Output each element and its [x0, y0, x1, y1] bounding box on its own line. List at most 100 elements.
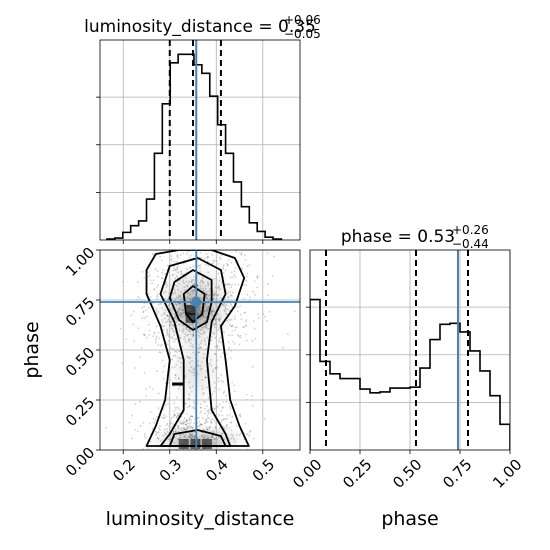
sample-point	[219, 258, 222, 261]
sample-point	[157, 344, 160, 346]
sample-point	[162, 416, 165, 419]
sample-point	[139, 400, 141, 403]
sample-point	[207, 412, 210, 415]
sample-point	[207, 417, 210, 419]
sample-point	[145, 309, 148, 312]
sample-point	[210, 412, 213, 415]
sample-point	[172, 415, 175, 418]
density-blob	[167, 330, 224, 410]
sample-point	[248, 434, 251, 437]
sample-point	[186, 419, 189, 422]
sample-point	[230, 261, 233, 264]
sample-point	[266, 320, 268, 322]
sample-point	[246, 265, 249, 268]
sample-point	[240, 253, 243, 256]
sample-point	[245, 339, 248, 342]
title-ld-minus: −0.05	[284, 27, 321, 41]
sample-point	[271, 275, 274, 277]
sample-point	[134, 367, 136, 369]
sample-point	[239, 336, 242, 339]
sample-point	[244, 422, 247, 425]
sample-point	[235, 424, 238, 427]
sample-point	[230, 421, 233, 424]
sample-point	[219, 341, 222, 344]
sample-point	[228, 346, 231, 349]
truth-point	[191, 297, 202, 307]
sample-point	[213, 407, 216, 410]
y-tick-label-phase: 0.50	[62, 344, 98, 380]
sample-point	[213, 259, 216, 262]
sample-point	[229, 357, 232, 360]
sample-point	[207, 256, 209, 258]
sample-point	[243, 297, 246, 300]
sample-point	[155, 339, 157, 342]
sample-point	[273, 255, 275, 258]
sample-point	[244, 324, 247, 327]
sample-point	[157, 407, 160, 410]
sample-point	[131, 437, 134, 440]
sample-point	[158, 351, 161, 354]
sample-point	[176, 406, 179, 409]
sample-point	[245, 320, 247, 323]
sample-point	[236, 334, 239, 337]
sample-point	[155, 335, 158, 338]
sample-point	[151, 388, 154, 390]
sample-point	[174, 406, 177, 409]
sample-point	[165, 424, 168, 426]
sample-point	[138, 297, 141, 300]
sample-point	[205, 253, 208, 255]
sample-point	[141, 306, 144, 309]
sample-point	[175, 417, 178, 419]
sample-point	[245, 393, 248, 396]
sample-point	[254, 294, 257, 296]
sample-point	[185, 420, 188, 423]
sample-point	[161, 416, 164, 419]
x-tick-label-phase: 1.00	[489, 456, 525, 492]
sample-point	[252, 290, 255, 293]
sample-point	[154, 419, 157, 422]
sample-point	[225, 417, 228, 420]
sample-point	[148, 275, 150, 278]
sample-point	[200, 410, 202, 413]
sample-point	[179, 253, 182, 256]
sample-point	[146, 447, 149, 449]
sample-point	[175, 415, 178, 418]
sample-point	[153, 332, 156, 335]
sample-point	[225, 417, 227, 420]
sample-point	[206, 415, 209, 417]
sample-point	[256, 276, 259, 278]
sample-point	[153, 288, 156, 291]
sample-point	[237, 259, 240, 262]
sample-point	[235, 267, 237, 269]
sample-point	[142, 447, 145, 450]
sample-point	[137, 295, 139, 298]
y-axis-label-phase: phase	[21, 321, 43, 378]
y-tick-label-phase: 0.75	[62, 294, 98, 330]
sample-point	[152, 335, 154, 338]
x-tick-label-phase: 0.25	[339, 456, 375, 492]
sample-point	[163, 414, 166, 416]
sample-point	[206, 255, 209, 258]
sample-point	[219, 256, 221, 259]
sample-point	[234, 403, 237, 406]
x-axis-label-phase: phase	[381, 508, 438, 530]
sample-point	[162, 269, 165, 272]
sample-point	[189, 254, 192, 257]
sample-point	[147, 306, 150, 309]
sample-point	[222, 380, 225, 383]
sample-point	[175, 260, 177, 263]
sample-point	[158, 337, 161, 340]
sample-point	[252, 320, 255, 323]
sample-point	[161, 343, 163, 346]
sample-point	[239, 413, 242, 416]
sample-point	[207, 410, 210, 413]
sample-point	[226, 414, 229, 417]
sample-point	[193, 422, 196, 425]
sample-point	[220, 254, 223, 257]
sample-point	[213, 408, 216, 411]
sample-point	[147, 323, 150, 326]
sample-point	[198, 420, 201, 423]
x-tick-label-luminosity-distance: 0.4	[202, 456, 232, 486]
sample-point	[255, 286, 258, 289]
sample-point	[173, 410, 175, 413]
